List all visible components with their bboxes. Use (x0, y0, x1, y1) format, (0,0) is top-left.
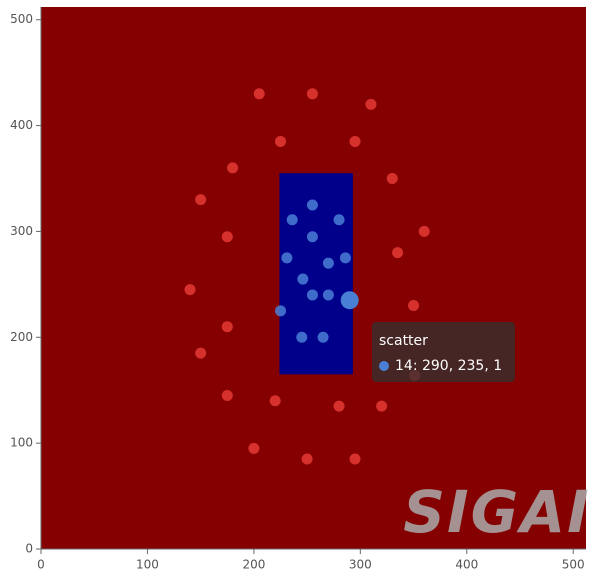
point (296, 331, 308, 343)
point (286, 214, 298, 226)
point (297, 273, 309, 285)
point (306, 231, 318, 243)
point (392, 247, 404, 259)
x-tick-label: 0 (37, 558, 45, 572)
point (227, 162, 239, 174)
point (248, 442, 260, 454)
point (281, 252, 293, 264)
watermark: SIGAI (403, 478, 590, 546)
point (195, 194, 207, 206)
point (408, 300, 420, 312)
y-tick-label: 500 (10, 12, 33, 26)
y-tick-label: 200 (10, 330, 33, 344)
tooltip-dot (379, 361, 389, 371)
point (322, 289, 334, 301)
point (269, 395, 281, 407)
point (253, 88, 265, 100)
point (386, 172, 398, 184)
y-tick-label: 0 (25, 542, 33, 556)
tooltip: scatter 14: 290, 235, 1 (372, 322, 515, 382)
x-tick-label: 300 (349, 558, 372, 572)
tooltip-box (372, 322, 515, 382)
y-tick-label: 400 (10, 118, 33, 132)
point (275, 135, 287, 147)
point (301, 453, 313, 465)
point (322, 257, 334, 269)
tooltip-title: scatter (379, 333, 428, 349)
tooltip-text: 14: 290, 235, 1 (395, 358, 502, 374)
point (339, 252, 351, 264)
point (306, 199, 318, 211)
point (333, 214, 345, 226)
point (376, 400, 388, 412)
point (184, 284, 196, 296)
point (306, 289, 318, 301)
point (333, 400, 345, 412)
point (306, 88, 318, 100)
point (317, 331, 329, 343)
point (349, 453, 361, 465)
x-tick-label: 500 (562, 558, 585, 572)
point (418, 225, 430, 237)
point (195, 347, 207, 359)
x-tick-label: 400 (455, 558, 478, 572)
y-tick-label: 300 (10, 224, 33, 238)
x-tick-label: 100 (136, 558, 159, 572)
point (221, 390, 233, 402)
y-tick-label: 100 (10, 436, 33, 450)
point (221, 231, 233, 243)
point (221, 321, 233, 333)
point (349, 135, 361, 147)
point (365, 98, 377, 110)
x-tick-label: 200 (242, 558, 265, 572)
point (340, 291, 359, 310)
point (275, 305, 287, 317)
